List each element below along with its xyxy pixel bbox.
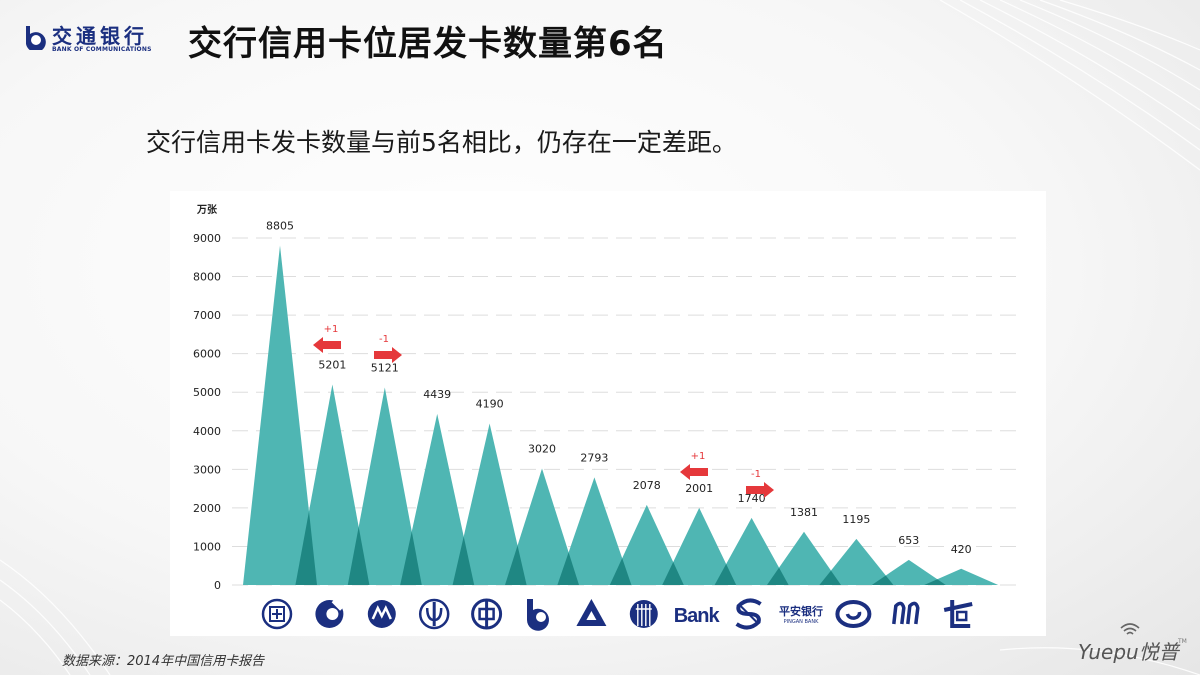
data-triangle — [347, 387, 422, 585]
rank-change-label: -1 — [751, 469, 761, 480]
data-triangle — [924, 568, 999, 585]
value-label: 4190 — [476, 397, 504, 410]
bank-of-communications-logo: 交通银行 BANK OF COMMUNICATIONS — [20, 20, 172, 56]
value-label: 5121 — [371, 362, 399, 375]
svg-text:平安银行: 平安银行 — [779, 604, 823, 618]
rank-up-arrow-icon — [313, 337, 341, 353]
spdb-logo-icon — [735, 598, 762, 630]
rank-up-arrow-icon — [680, 464, 708, 480]
value-label: 1195 — [842, 513, 870, 526]
value-label: 4439 — [423, 388, 451, 401]
triangle-overlap — [609, 558, 632, 585]
svg-text:Bank: Bank — [674, 605, 721, 627]
data-triangle — [819, 538, 894, 585]
boc-logo-icon — [471, 598, 503, 630]
data-triangle — [557, 477, 632, 585]
y-tick-label: 0 — [214, 579, 221, 592]
data-triangle — [400, 413, 475, 585]
rank-down-arrow-icon — [374, 347, 402, 363]
value-label: 2001 — [685, 482, 713, 495]
y-tick-label: 2000 — [193, 502, 221, 515]
data-triangle — [452, 423, 527, 585]
cmb-logo-icon — [367, 600, 396, 628]
triangle-overlap — [347, 526, 370, 585]
yuepu-brand-logo: Yuepu悦普 TM — [1078, 620, 1188, 665]
icbc-logo-icon — [261, 598, 293, 630]
triangle-overlap — [400, 531, 422, 585]
cmbc-bank-logo-icon: Bank — [674, 605, 722, 627]
y-tick-label: 3000 — [193, 463, 221, 476]
ccb-logo-icon — [315, 595, 348, 628]
subtitle: 交行信用卡发卡数量与前5名相比，仍存在一定差距。 — [146, 128, 737, 157]
citic-logo-icon — [629, 600, 658, 628]
y-tick-label: 5000 — [193, 386, 221, 399]
triangle-overlap — [557, 552, 579, 585]
triangle-bar-chart: 万张 0 1000 2000 3000 4000 5000 6000 7000 8000 9000 8… — [193, 203, 1020, 631]
data-triangle — [662, 507, 737, 585]
cgb-logo-icon — [943, 600, 973, 628]
data-triangle — [609, 504, 684, 585]
rank-change-label: +1 — [324, 324, 339, 335]
bocom-mark-icon — [26, 26, 46, 50]
rank-down-arrow-icon — [746, 482, 774, 498]
ceb-logo-icon — [576, 599, 607, 626]
logo-chinese-text: 交通银行 — [52, 24, 148, 48]
page-title: 交行信用卡位居发卡数量第6名 — [188, 24, 668, 64]
triangle-overlap — [924, 579, 946, 585]
value-label: 8805 — [266, 220, 294, 233]
trademark-mark: TM — [1178, 638, 1187, 645]
triangle-overlap — [819, 570, 841, 585]
triangle-overlap — [662, 562, 684, 585]
data-triangle — [767, 531, 841, 585]
triangle-overlap — [714, 564, 737, 585]
y-tick-label: 8000 — [193, 271, 221, 284]
value-label: 5201 — [318, 358, 346, 371]
data-triangle — [295, 384, 370, 585]
y-tick-label: 9000 — [193, 232, 221, 245]
svg-text:PINGAN BANK: PINGAN BANK — [784, 619, 819, 625]
wifi-icon — [1120, 623, 1140, 635]
rank-change-label: +1 — [691, 451, 706, 462]
y-tick-label: 1000 — [193, 540, 221, 553]
data-source-note: 数据来源：2014年中国信用卡报告 — [62, 654, 265, 669]
spdb-alt-logo-icon — [892, 601, 920, 625]
value-label: 2078 — [633, 479, 661, 492]
data-triangle — [243, 245, 317, 586]
y-tick-label: 7000 — [193, 309, 221, 322]
logo-english-text: BANK OF COMMUNICATIONS — [52, 46, 152, 53]
value-label: 3020 — [528, 443, 556, 456]
y-axis-unit-label: 万张 — [196, 203, 218, 216]
cib-logo-icon — [835, 600, 872, 628]
y-tick-label: 4000 — [193, 425, 221, 438]
chart-card: 万张 0 1000 2000 3000 4000 5000 6000 7000 8000 9000 8… — [170, 191, 1046, 636]
value-label: 420 — [951, 543, 972, 556]
y-tick-label: 6000 — [193, 348, 221, 361]
triangle-overlap — [295, 511, 317, 585]
triangle-overlap — [871, 575, 894, 585]
abc-logo-icon — [418, 598, 450, 630]
triangle-overlap — [505, 545, 527, 585]
value-label: 1740 — [738, 492, 766, 505]
rank-change-label: -1 — [379, 334, 389, 345]
triangle-overlap — [452, 536, 475, 585]
value-label: 2793 — [580, 451, 608, 464]
data-triangle — [505, 468, 579, 585]
brand-text: Yuepu悦普 — [1078, 640, 1179, 664]
bocom-logo-icon — [527, 599, 549, 631]
triangle-overlap — [767, 567, 789, 585]
value-label: 653 — [898, 534, 919, 547]
data-triangle — [871, 559, 946, 585]
value-label: 1381 — [790, 506, 818, 519]
data-triangle — [714, 517, 789, 585]
